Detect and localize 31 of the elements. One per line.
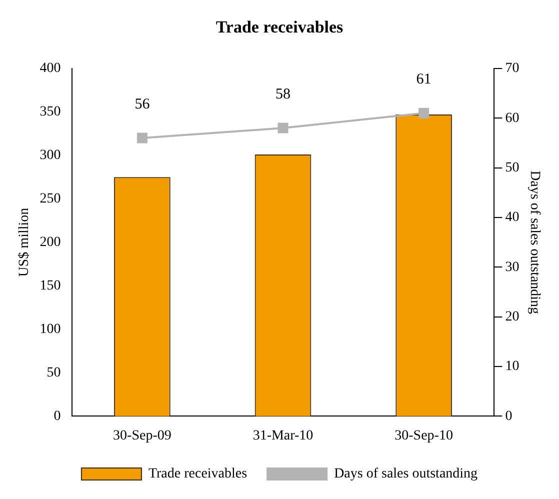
x-tick-label: 30-Sep-10	[394, 428, 453, 444]
y-axis-title: US$ million	[17, 208, 32, 277]
y-tick-label: 150	[40, 278, 61, 294]
y-tick-label: 0	[54, 408, 61, 424]
point	[136, 132, 148, 144]
y2-axis-title: Days of sales outstanding	[526, 170, 542, 314]
legend-label: Days of sales outstanding	[334, 466, 478, 482]
x-tick-label: 30-Sep-09	[113, 428, 172, 444]
chart-title: Trade receivables	[216, 18, 344, 37]
y-tick-label: 350	[40, 104, 61, 120]
data-label: 58	[276, 86, 290, 102]
point	[418, 108, 430, 118]
y2-tick-label: 40	[505, 210, 520, 226]
y2-tick-label: 20	[505, 310, 520, 324]
x-tick-label: 31-Mar-10	[252, 428, 314, 444]
y2-tick-label: 70	[505, 61, 520, 76]
y2-tick-label: 50	[505, 160, 520, 176]
y-tick-label: 100	[40, 322, 61, 337]
y-tick-label: 300	[40, 148, 61, 164]
y2-tick-label: 10	[505, 359, 520, 374]
y-tick-label: 400	[40, 61, 61, 76]
data-label: 61	[416, 72, 432, 88]
legend-label: Trade receivables	[148, 466, 248, 482]
y-tick-label: 50	[46, 365, 61, 380]
data-label: 56	[134, 96, 150, 112]
y2-tick-label: 60	[505, 110, 520, 126]
point	[278, 122, 288, 134]
y2-tick-label: 30	[505, 260, 520, 275]
y-tick-label: 250	[40, 191, 61, 206]
y2-tick-label: 0	[505, 408, 512, 424]
y-tick-label: 200	[40, 234, 61, 250]
